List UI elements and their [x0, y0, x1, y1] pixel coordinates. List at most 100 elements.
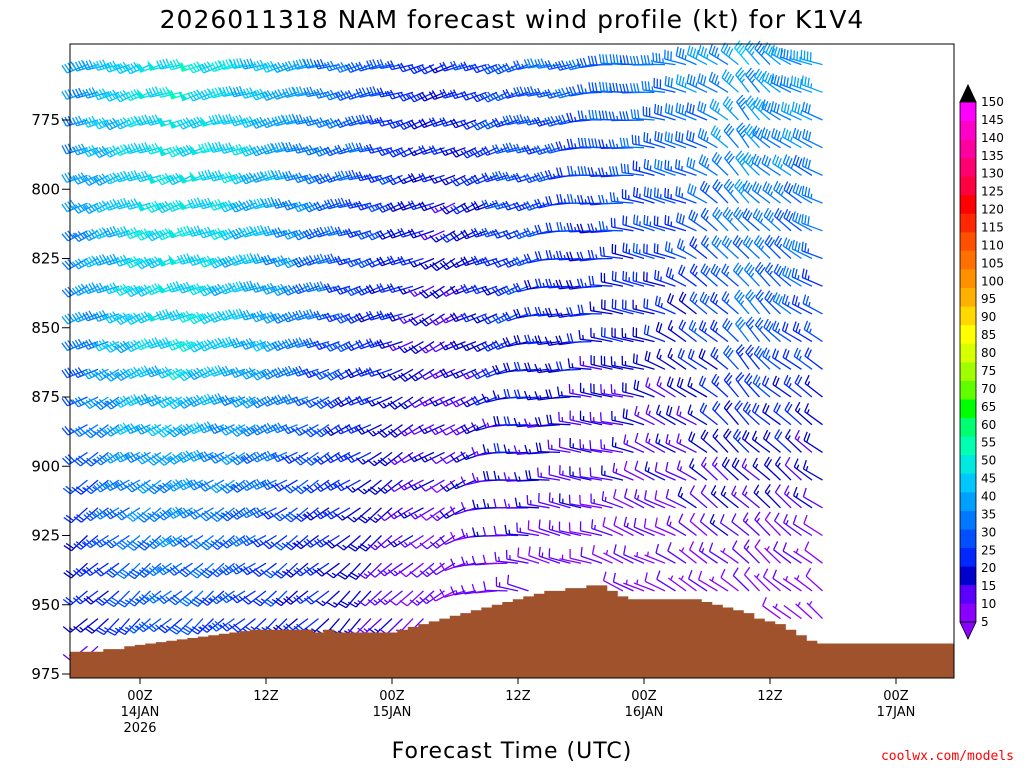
wind-barb: [513, 417, 540, 428]
wind-barb: [524, 362, 550, 373]
wind-barb: [731, 540, 750, 564]
wind-barb: [678, 264, 697, 287]
wind-barb: [313, 226, 340, 238]
colorbar-swatch: [960, 157, 976, 177]
wind-barb: [189, 618, 214, 635]
wind-barb: [554, 87, 582, 99]
wind-barb: [801, 101, 823, 121]
wind-barb: [418, 451, 445, 463]
wind-barb: [513, 86, 540, 97]
wind-barb: [763, 207, 781, 232]
wind-barb: [792, 486, 813, 509]
wind-barb: [460, 341, 487, 352]
wind-barb: [599, 246, 624, 260]
wind-barb: [609, 192, 634, 204]
wind-barb: [633, 214, 655, 232]
wind-barb: [345, 479, 372, 493]
wind-barb: [761, 127, 781, 149]
wind-barb: [72, 590, 99, 605]
wind-barb: [675, 102, 697, 121]
wind-barb: [566, 333, 592, 343]
wind-barb: [199, 562, 225, 579]
wind-barb: [667, 575, 687, 592]
wind-barb: [675, 186, 697, 204]
wind-barb: [783, 181, 802, 204]
wind-barb: [792, 211, 813, 232]
x-tick-label: 00Z: [631, 689, 657, 704]
wind-barb: [781, 321, 802, 343]
wind-barb: [367, 562, 393, 578]
wind-barb: [397, 507, 424, 519]
y-tick-label: 775: [31, 111, 60, 129]
wind-barb: [733, 40, 750, 66]
wind-barb: [667, 542, 687, 564]
wind-barb: [281, 60, 309, 72]
wind-barb: [334, 118, 361, 129]
wind-barb: [407, 257, 435, 268]
wind-barb: [743, 151, 760, 176]
wind-barb: [676, 460, 697, 481]
wind-barb: [732, 235, 750, 259]
wind-barb: [699, 402, 718, 426]
wind-barb: [752, 457, 771, 481]
wind-barb: [419, 507, 445, 521]
wind-barb: [656, 348, 676, 370]
wind-barb: [376, 87, 403, 98]
wind-barb: [710, 263, 729, 287]
wind-barb: [655, 404, 676, 426]
wind-barb: [124, 479, 151, 493]
wind-barb: [801, 185, 823, 204]
wind-barb: [136, 507, 162, 523]
wind-barb: [491, 170, 519, 182]
wind-barb: [602, 517, 624, 537]
wind-barb: [408, 534, 435, 549]
wind-barb: [135, 256, 162, 270]
wind-barb: [534, 335, 561, 346]
wind-barb: [744, 372, 760, 398]
wind-barb: [219, 618, 246, 632]
wind-barb: [347, 590, 372, 608]
wind-barb: [790, 49, 813, 66]
wind-barb: [665, 488, 687, 509]
wind-barb: [687, 569, 708, 592]
wind-barb: [678, 319, 697, 343]
wind-barb: [632, 327, 655, 343]
wind-barb: [366, 114, 393, 125]
wind-barb: [495, 576, 519, 592]
wind-barb: [367, 590, 393, 606]
wind-barb: [313, 173, 340, 185]
wind-barb: [240, 451, 267, 465]
colorbar-label: 15: [981, 579, 996, 593]
wind-barb: [177, 534, 204, 548]
wind-barb: [603, 549, 624, 564]
wind-barb: [613, 489, 634, 509]
wind-barb: [697, 101, 718, 121]
wind-barb: [282, 451, 309, 464]
wind-barb: [654, 295, 676, 315]
colorbar-label: 50: [981, 454, 996, 468]
plot-frame: [69, 43, 955, 679]
wind-barb: [189, 171, 214, 182]
wind-barb: [559, 554, 582, 564]
wind-barb: [323, 89, 351, 101]
wind-barb: [502, 114, 529, 126]
colorbar-swatch: [960, 194, 976, 214]
colorbar-swatch: [960, 399, 976, 419]
wind-barb: [644, 572, 666, 592]
wind-barb: [428, 396, 456, 407]
wind-barb: [355, 312, 382, 323]
wind-barb: [481, 227, 508, 238]
wind-barb: [418, 230, 445, 241]
wind-barb: [773, 207, 792, 232]
wind-barb: [761, 154, 781, 176]
wind-barb: [335, 507, 361, 521]
colorbar-label: 135: [981, 149, 1004, 163]
wind-barb: [621, 327, 645, 343]
wind-barb: [736, 94, 750, 121]
wind-barb: [675, 46, 697, 66]
wind-barb: [622, 270, 645, 287]
wind-barb: [503, 416, 529, 427]
wind-barb: [271, 114, 298, 127]
wind-barb: [302, 255, 330, 266]
wind-barb: [664, 103, 687, 121]
